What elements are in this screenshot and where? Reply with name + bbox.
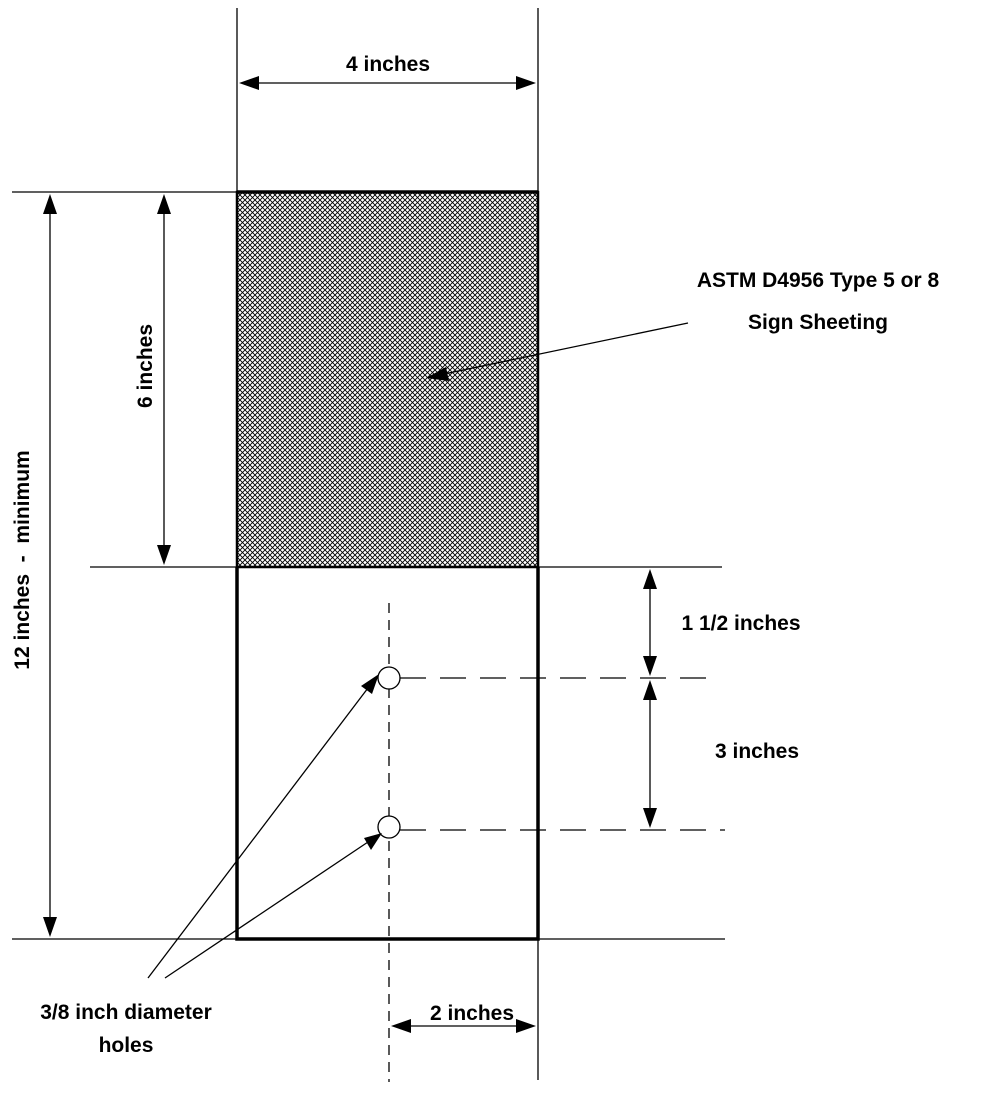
upper-hole xyxy=(377,666,401,690)
holes-label-line2: holes xyxy=(99,1034,154,1057)
hole-spacing-dimension xyxy=(643,680,657,828)
lower-hole-leader-arrowhead xyxy=(364,833,382,850)
top-hole-offset-dimension xyxy=(643,569,657,676)
lower-hole-leader-line xyxy=(164,841,369,979)
holes-label-line1: 3/8 inch diameter xyxy=(40,1001,212,1024)
hole-from-edge-dimension xyxy=(391,1019,536,1033)
sheeting-leader-arrowhead xyxy=(426,367,449,381)
upper-hole-leader-line xyxy=(147,687,369,979)
sheeting-spec-line1: ASTM D4956 Type 5 or 8 xyxy=(697,269,940,292)
top-hole-offset-label: 1 1/2 inches xyxy=(681,612,800,635)
sheeting-height-label: 6 inches xyxy=(134,324,157,408)
sheeting-height-dimension xyxy=(157,194,171,565)
sheeting-spec-line2: Sign Sheeting xyxy=(748,311,888,334)
hole-from-edge-label: 2 inches xyxy=(430,1002,514,1025)
plate-outline xyxy=(235,567,540,941)
lower-hole xyxy=(377,815,401,839)
width-dimension xyxy=(239,76,536,90)
width-label: 4 inches xyxy=(346,53,430,76)
total-height-dimension xyxy=(43,194,57,937)
sheeting-leader-line xyxy=(443,322,689,375)
sign-sheeting-area xyxy=(235,190,540,569)
hole-spacing-label: 3 inches xyxy=(715,740,799,763)
total-height-label: 12 inches - minimum xyxy=(11,450,34,669)
upper-hole-leader-arrowhead xyxy=(361,674,379,694)
